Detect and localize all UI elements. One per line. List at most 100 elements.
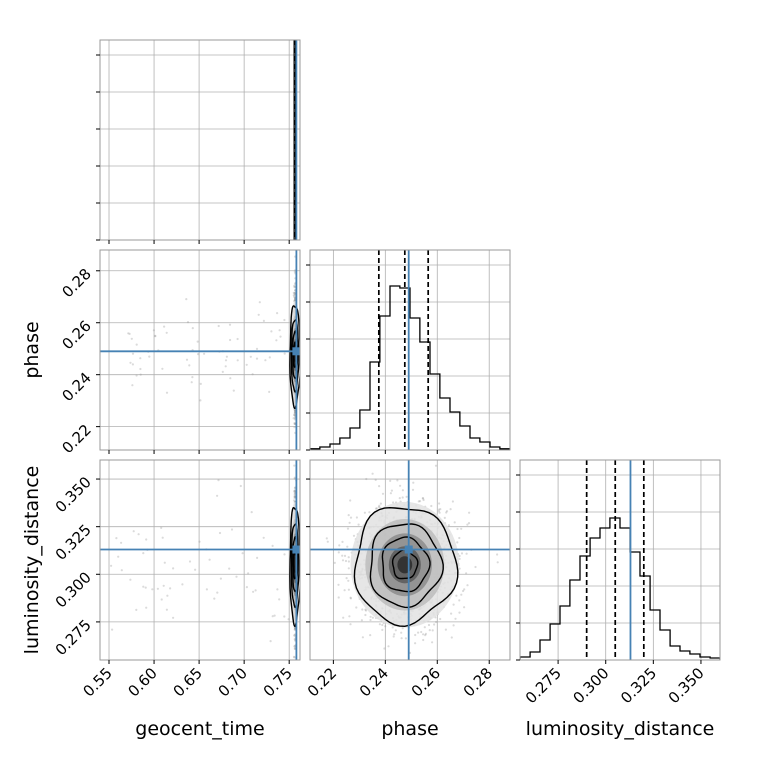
scatter-point (205, 588, 208, 591)
scatter-point (293, 408, 296, 411)
scatter-point (131, 363, 134, 366)
scatter-point (452, 603, 455, 606)
scatter-point (333, 561, 336, 565)
x-tick-label-phase: 0.26 (408, 664, 444, 700)
panel-grid (520, 460, 720, 660)
x-tick-label-geocent-time: 0.70 (215, 664, 251, 700)
scatter-point (369, 634, 372, 637)
scatter-point (172, 616, 175, 619)
scatter-point (452, 624, 455, 627)
scatter-point (428, 629, 431, 632)
scatter-point (132, 530, 135, 533)
scatter-point (229, 377, 232, 380)
scatter-point (198, 540, 201, 543)
scatter-point (427, 623, 431, 627)
scatter-point (229, 338, 232, 342)
scatter-point (458, 536, 461, 540)
scatter-point (154, 334, 157, 337)
scatter-point (270, 330, 273, 333)
scatter-point (450, 612, 453, 615)
scatter-point (349, 597, 352, 600)
scatter-point (293, 656, 296, 659)
scatter-point (496, 561, 499, 564)
scatter-point (458, 557, 461, 561)
scatter-point (293, 413, 296, 416)
scatter-point (431, 629, 434, 632)
scatter-point (394, 629, 397, 632)
scatter-point (337, 551, 340, 554)
scatter-point (392, 635, 395, 638)
corner-panels: 0.22 0.24 0.26 0.28 0.55 0.60 0.65 0.70 0.75 0.27… (52, 39, 721, 707)
scatter-point (130, 337, 133, 340)
scatter-point (293, 414, 296, 417)
scatter-point (401, 496, 404, 499)
scatter-point (390, 489, 393, 492)
scatter-point (460, 527, 463, 530)
scatter-point (363, 511, 366, 514)
scatter-point (236, 359, 239, 362)
density-level-4 (294, 556, 296, 574)
scatter-point (135, 343, 138, 346)
scatter-point (343, 554, 347, 558)
scatter-point (160, 598, 163, 601)
scatter-point (401, 489, 404, 492)
y-tick-label-phase: 0.28 (58, 265, 94, 301)
scatter-point (349, 516, 353, 519)
scatter-point (371, 472, 374, 475)
panel-grid (100, 40, 300, 240)
x-tick-label-geocent-time: 0.75 (260, 664, 296, 700)
panel-geocent-time-hist (96, 39, 301, 244)
scatter-point (381, 623, 384, 627)
scatter-point (474, 565, 477, 569)
scatter-point (268, 356, 271, 359)
scatter-point (135, 608, 138, 612)
scatter-point (389, 492, 392, 495)
scatter-point (405, 495, 408, 498)
scatter-point (218, 531, 222, 535)
scatter-point (347, 579, 350, 582)
scatter-point (293, 284, 296, 287)
panel-content (520, 460, 720, 660)
scatter-point (355, 606, 358, 609)
scatter-point (462, 589, 465, 593)
scatter-point (241, 552, 244, 555)
panel-content (100, 460, 300, 660)
scatter-point (447, 524, 450, 527)
scatter-point (383, 647, 386, 650)
scatter-point (401, 627, 404, 630)
scatter-point (361, 636, 364, 639)
scatter-point (348, 521, 351, 524)
scatter-point (142, 552, 145, 555)
truth-marker (292, 545, 300, 554)
scatter-point (293, 292, 296, 295)
scatter-point (131, 384, 134, 387)
scatter-point (404, 637, 407, 640)
scatter-point (293, 286, 296, 289)
scatter-point (213, 597, 216, 600)
scatter-point (145, 606, 148, 609)
scatter-point (115, 537, 118, 540)
scatter-point (257, 313, 260, 316)
scatter-point (152, 329, 155, 332)
scatter-point (139, 357, 142, 360)
scatter-point (418, 500, 422, 503)
scatter-point (422, 633, 425, 636)
scatter-point (411, 488, 415, 491)
scatter-point (154, 335, 157, 338)
scatter-point (188, 364, 191, 367)
scatter-point (293, 285, 296, 288)
panel-frame (99, 39, 301, 241)
x-tick-label-geocent-time: 0.65 (170, 664, 206, 700)
scatter-point (172, 567, 175, 570)
scatter-point (224, 359, 228, 362)
scatter-point (338, 544, 341, 547)
scatter-point (160, 526, 163, 530)
scatter-point (196, 340, 199, 343)
scatter-point (349, 623, 352, 626)
scatter-point (456, 527, 459, 531)
scatter-point (369, 618, 372, 622)
scatter-point (292, 291, 295, 294)
scatter-point (496, 553, 499, 556)
scatter-point (450, 636, 453, 639)
